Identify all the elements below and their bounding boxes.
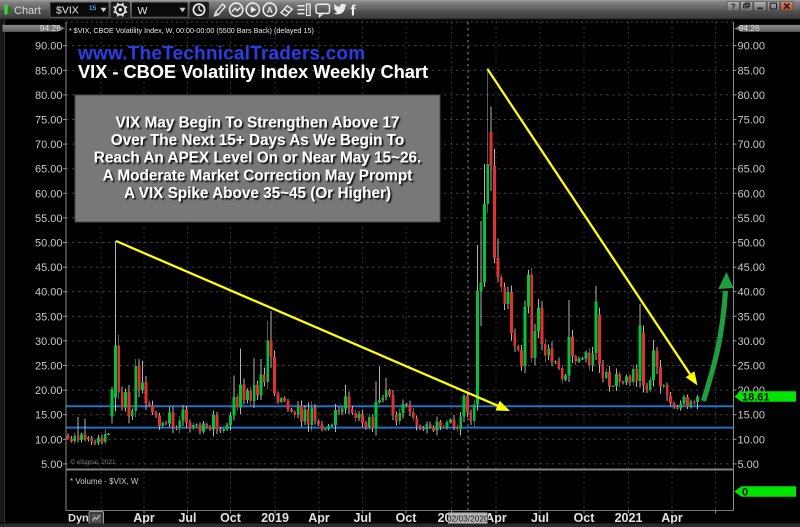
svg-text:Oct: Oct <box>574 511 596 525</box>
svg-text:Apr: Apr <box>133 511 155 525</box>
svg-text:Oct: Oct <box>396 511 418 525</box>
svg-text:Reach An APEX Level On or Near: Reach An APEX Level On or Near May 15~26… <box>94 150 421 167</box>
svg-text:Over The Next 15+ Days As We B: Over The Next 15+ Days As We Begin To <box>111 132 404 149</box>
svg-text:* Volume - $VIX, W: * Volume - $VIX, W <box>70 477 139 486</box>
svg-text:45.00: 45.00 <box>35 262 63 274</box>
svg-text:35.00: 35.00 <box>35 311 63 323</box>
svg-text:Jul: Jul <box>353 511 371 525</box>
svg-text:$VIX: $VIX <box>56 4 79 16</box>
svg-text:50.00: 50.00 <box>738 238 766 250</box>
svg-text:18.61: 18.61 <box>742 391 770 403</box>
svg-text:10.00: 10.00 <box>738 434 766 446</box>
svg-text:35.00: 35.00 <box>738 311 766 323</box>
svg-text:Apr: Apr <box>308 511 330 525</box>
svg-text:25.00: 25.00 <box>738 361 766 373</box>
svg-text:© eSignal, 2021: © eSignal, 2021 <box>70 458 116 466</box>
svg-text:?: ? <box>731 2 736 11</box>
svg-text:Apr: Apr <box>661 511 683 525</box>
svg-text:65.00: 65.00 <box>35 164 63 176</box>
svg-text:0: 0 <box>742 486 748 498</box>
svg-text:90.00: 90.00 <box>35 41 63 53</box>
svg-text:Jul: Jul <box>178 511 196 525</box>
svg-text:VIX - CBOE Volatility Index We: VIX - CBOE Volatility Index Weekly Chart <box>78 62 428 82</box>
svg-text:2021: 2021 <box>615 511 643 525</box>
svg-text:90.00: 90.00 <box>738 41 766 53</box>
svg-text:30.00: 30.00 <box>738 336 766 348</box>
svg-text:94.26: 94.26 <box>739 23 761 33</box>
svg-text:60.00: 60.00 <box>738 188 766 200</box>
svg-text:15.00: 15.00 <box>738 410 766 422</box>
svg-text:70.00: 70.00 <box>738 139 766 151</box>
svg-text:65.00: 65.00 <box>738 164 766 176</box>
svg-text:40.00: 40.00 <box>35 287 63 299</box>
svg-text:Jul: Jul <box>531 511 549 525</box>
svg-text:Chart: Chart <box>14 5 41 17</box>
svg-text:W: W <box>138 5 148 17</box>
svg-text:55.00: 55.00 <box>738 213 766 225</box>
svg-text:75.00: 75.00 <box>35 115 63 127</box>
svg-text:15.00: 15.00 <box>35 410 63 422</box>
svg-text:f: f <box>351 3 357 20</box>
svg-text:www.TheTechnicalTraders.com: www.TheTechnicalTraders.com <box>77 44 365 65</box>
svg-text:5.00: 5.00 <box>41 459 62 471</box>
svg-text:80.00: 80.00 <box>35 90 63 102</box>
svg-text:20.00: 20.00 <box>35 385 63 397</box>
svg-text:VIX May Begin To Strengthen Ab: VIX May Begin To Strengthen Above 17 <box>116 114 400 131</box>
svg-text:A VIX Spike Above 35~45 (Or Hi: A VIX Spike Above 35~45 (Or Higher) <box>124 185 391 202</box>
svg-text:Apr: Apr <box>485 511 507 525</box>
svg-text:40.00: 40.00 <box>738 287 766 299</box>
svg-text:70.00: 70.00 <box>35 139 63 151</box>
svg-text:75.00: 75.00 <box>738 115 766 127</box>
svg-text:* $VIX, CBOE Volatility Index,: * $VIX, CBOE Volatility Index, W, 00:00-… <box>69 26 314 35</box>
svg-text:50.00: 50.00 <box>35 238 63 250</box>
svg-text:60.00: 60.00 <box>35 188 63 200</box>
svg-text:55.00: 55.00 <box>35 213 63 225</box>
svg-text:Dyn: Dyn <box>68 513 89 525</box>
svg-text:Oct: Oct <box>220 511 242 525</box>
svg-text:A Moderate Market Correction M: A Moderate Market Correction May Prompt <box>103 167 413 184</box>
svg-text:5.00: 5.00 <box>738 459 759 471</box>
svg-text:25.00: 25.00 <box>35 361 63 373</box>
svg-text:80.00: 80.00 <box>738 90 766 102</box>
svg-text:10.00: 10.00 <box>35 434 63 446</box>
svg-text:15: 15 <box>89 5 97 12</box>
svg-text:85.00: 85.00 <box>738 65 766 77</box>
svg-text:94.26: 94.26 <box>40 23 62 33</box>
svg-text:A: A <box>267 5 273 15</box>
svg-text:30.00: 30.00 <box>35 336 63 348</box>
svg-text:85.00: 85.00 <box>35 65 63 77</box>
svg-text:45.00: 45.00 <box>738 262 766 274</box>
svg-text:2019: 2019 <box>261 511 289 525</box>
svg-text:02/03/2020: 02/03/2020 <box>447 513 489 523</box>
